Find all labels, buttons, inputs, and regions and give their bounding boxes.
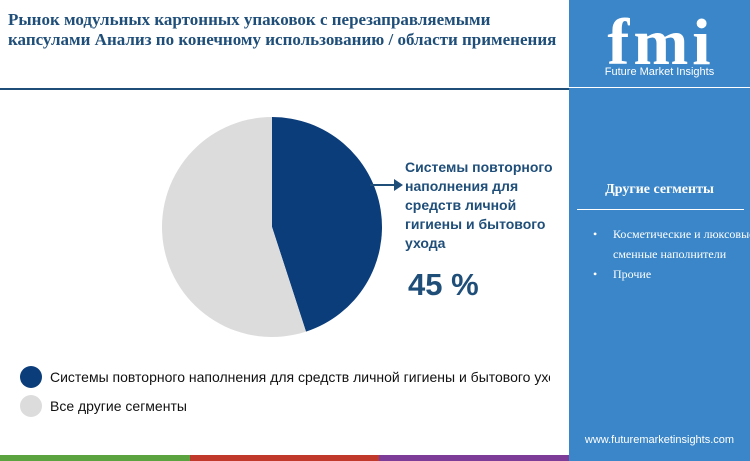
- legend-swatch-highlight: [20, 366, 42, 388]
- callout-share-value: 45 %: [408, 267, 479, 302]
- legend-item-refill-systems: Системы повторного наполнения для средст…: [20, 366, 551, 388]
- chart-legend: Системы повторного наполнения для средст…: [20, 366, 551, 424]
- list-item: Прочие: [593, 264, 750, 284]
- pie-slice-refill-systems: [272, 117, 382, 332]
- website-link[interactable]: www.futuremarketinsights.com: [584, 434, 735, 446]
- other-segments-list: Косметические и люксовые сменные наполни…: [587, 224, 750, 284]
- title-divider: [0, 88, 569, 90]
- pie-slice-other-segments: [161, 117, 306, 337]
- legend-label: Все другие сегменты: [50, 398, 187, 414]
- callout-arrow-icon: [370, 179, 403, 191]
- fmi-logo-icon: fmi: [607, 6, 714, 79]
- legend-label: Системы повторного наполнения для средст…: [50, 369, 550, 385]
- list-item: Косметические и люксовые сменные наполни…: [593, 224, 750, 264]
- pie-chart: [161, 117, 382, 337]
- brand-name: Future Market Insights: [604, 66, 715, 78]
- page-title: Рынок модульных картонных упаковок с пер…: [8, 10, 557, 49]
- svg-text:fmi: fmi: [607, 6, 714, 79]
- legend-swatch-other: [20, 395, 42, 417]
- legend-item-other-segments: Все другие сегменты: [20, 395, 551, 417]
- bottom-color-bar: [0, 455, 570, 461]
- other-segments-divider: [577, 209, 744, 210]
- callout-segment-label: Системы повторного наполнения для средст…: [405, 159, 553, 251]
- brand-divider: [569, 87, 750, 88]
- other-segments-title: Другие сегменты: [605, 182, 714, 197]
- sidebar-panel: fmi Future Market Insights Другие сегмен…: [569, 0, 750, 461]
